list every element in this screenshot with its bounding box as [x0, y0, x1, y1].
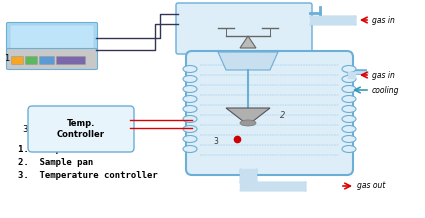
Text: 2.  Sample pan: 2. Sample pan	[18, 158, 93, 167]
Ellipse shape	[183, 116, 197, 123]
Ellipse shape	[342, 65, 356, 73]
Ellipse shape	[342, 126, 356, 133]
FancyBboxPatch shape	[40, 56, 54, 65]
Ellipse shape	[183, 85, 197, 92]
Ellipse shape	[240, 120, 256, 126]
Ellipse shape	[183, 145, 197, 153]
Ellipse shape	[342, 136, 356, 143]
Polygon shape	[240, 36, 256, 48]
Text: 3: 3	[23, 126, 28, 135]
Polygon shape	[218, 52, 278, 70]
FancyBboxPatch shape	[10, 25, 94, 51]
Text: gas in: gas in	[372, 15, 395, 24]
FancyBboxPatch shape	[26, 56, 37, 65]
Ellipse shape	[342, 145, 356, 153]
Ellipse shape	[183, 65, 197, 73]
Text: 2: 2	[280, 111, 285, 119]
FancyBboxPatch shape	[11, 56, 23, 65]
Text: gas in: gas in	[372, 70, 395, 80]
Ellipse shape	[342, 95, 356, 102]
FancyBboxPatch shape	[57, 56, 85, 65]
Ellipse shape	[183, 106, 197, 112]
Text: 1: 1	[4, 53, 9, 63]
Ellipse shape	[183, 75, 197, 82]
Ellipse shape	[342, 106, 356, 112]
Ellipse shape	[342, 85, 356, 92]
Ellipse shape	[342, 75, 356, 82]
Text: gas out: gas out	[357, 182, 385, 191]
Ellipse shape	[183, 136, 197, 143]
FancyBboxPatch shape	[28, 106, 134, 152]
FancyBboxPatch shape	[6, 22, 97, 53]
FancyBboxPatch shape	[186, 51, 353, 175]
FancyBboxPatch shape	[176, 3, 312, 54]
Ellipse shape	[342, 116, 356, 123]
Text: Temp.
Controller: Temp. Controller	[57, 119, 105, 139]
Polygon shape	[226, 108, 270, 125]
Ellipse shape	[183, 126, 197, 133]
Text: 1.  Computer: 1. Computer	[18, 145, 82, 154]
Text: cooling: cooling	[372, 85, 400, 94]
FancyBboxPatch shape	[6, 48, 97, 70]
Text: 3.  Temperature controller: 3. Temperature controller	[18, 171, 158, 180]
Text: 3: 3	[213, 138, 218, 146]
Ellipse shape	[183, 95, 197, 102]
